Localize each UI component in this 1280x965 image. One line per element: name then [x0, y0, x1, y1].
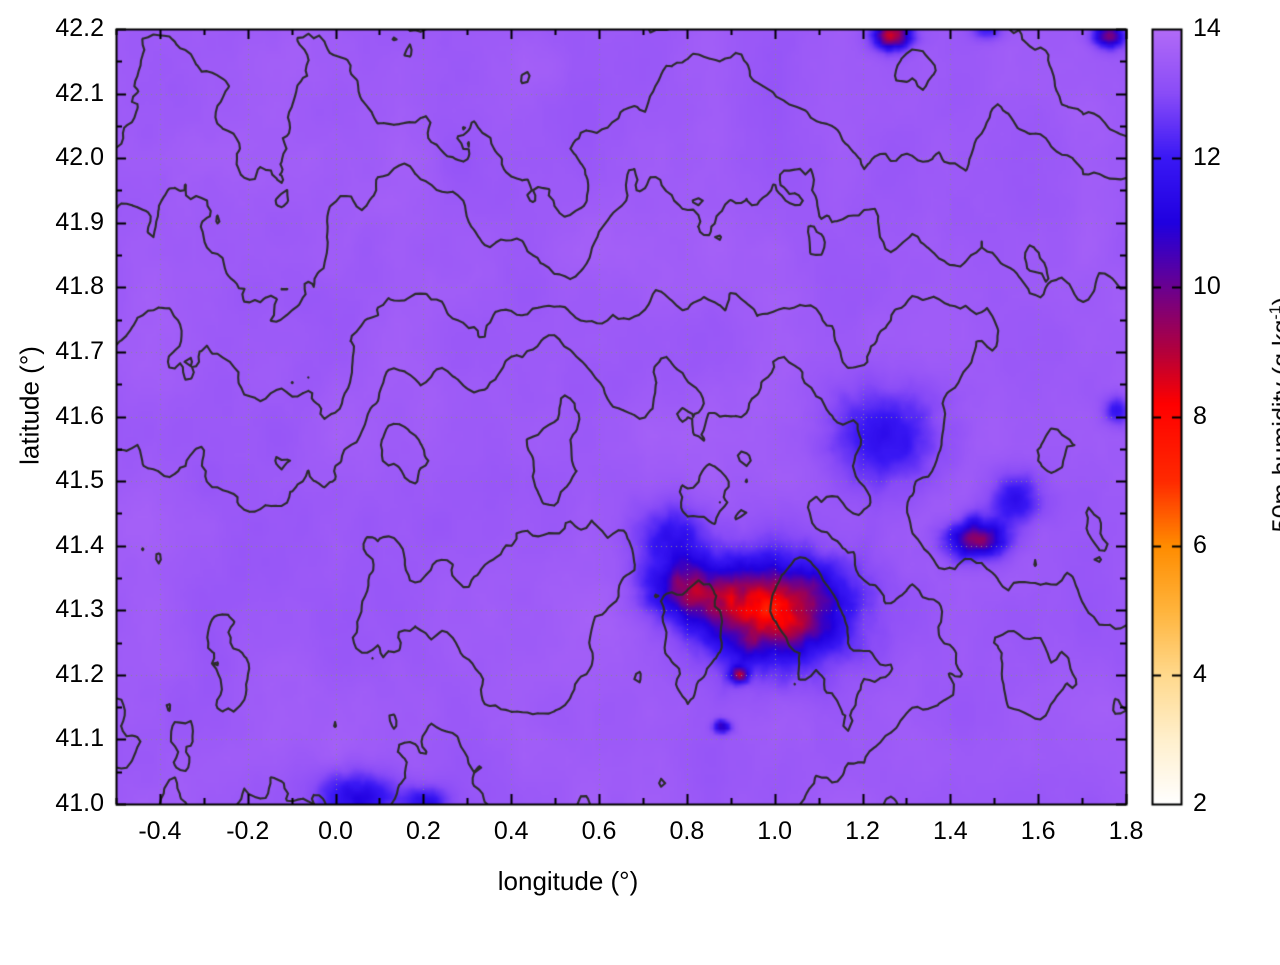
- x-tick-label--0.4: -0.4: [138, 817, 182, 845]
- colorbar-tick-label-6: 6: [1193, 530, 1207, 559]
- x-tick-label-1.2: 1.2: [845, 817, 880, 845]
- y-tick-label-41.9: 41.9: [55, 207, 104, 236]
- y-tick-label-42.0: 42.0: [55, 143, 104, 172]
- colorbar-label: 50m-humidity (g kg-1): [1267, 285, 1280, 545]
- colorbar-tick-label-10: 10: [1193, 272, 1221, 301]
- y-tick-label-41.8: 41.8: [55, 272, 104, 301]
- x-tick-label-1.8: 1.8: [1108, 817, 1144, 845]
- x-tick-label-0.0: 0.0: [318, 817, 353, 845]
- y-tick-label-42.2: 42.2: [55, 14, 104, 42]
- x-tick-label-0.4: 0.4: [493, 817, 529, 845]
- y-tick-label-41.1: 41.1: [55, 724, 104, 753]
- colorbar-label-text: 50m-humidity (g kg: [1267, 319, 1280, 533]
- colorbar-tick-label-4: 4: [1193, 659, 1207, 688]
- y-tick-label-41.4: 41.4: [55, 530, 104, 559]
- y-tick-label-41.5: 41.5: [55, 466, 104, 495]
- colorbar-tick-label-8: 8: [1193, 401, 1207, 430]
- x-tick-label--0.2: -0.2: [226, 817, 270, 845]
- x-tick-label-0.6: 0.6: [581, 817, 617, 845]
- y-tick-label-41.3: 41.3: [55, 595, 104, 624]
- colorbar-label-exponent: -1: [1267, 305, 1280, 320]
- colorbar-tick-label-2: 2: [1193, 789, 1207, 817]
- y-tick-label-41.7: 41.7: [55, 336, 104, 365]
- x-tick-label-1.0: 1.0: [757, 817, 793, 845]
- colorbar-label-suffix: ): [1268, 297, 1280, 305]
- y-tick-label-42.1: 42.1: [55, 78, 104, 107]
- x-tick-label-1.6: 1.6: [1020, 817, 1056, 845]
- x-tick-label-1.4: 1.4: [932, 817, 968, 845]
- x-axis-label: longitude (°): [497, 866, 639, 896]
- colorbar-tick-label-12: 12: [1193, 143, 1221, 172]
- colorbar-tick-label-14: 14: [1193, 14, 1221, 42]
- y-tick-label-41.0: 41.0: [55, 789, 104, 817]
- y-tick-label-41.2: 41.2: [55, 659, 104, 688]
- x-tick-label-0.8: 0.8: [669, 817, 705, 845]
- y-tick-label-41.6: 41.6: [55, 401, 104, 430]
- x-tick-label-0.2: 0.2: [406, 817, 441, 845]
